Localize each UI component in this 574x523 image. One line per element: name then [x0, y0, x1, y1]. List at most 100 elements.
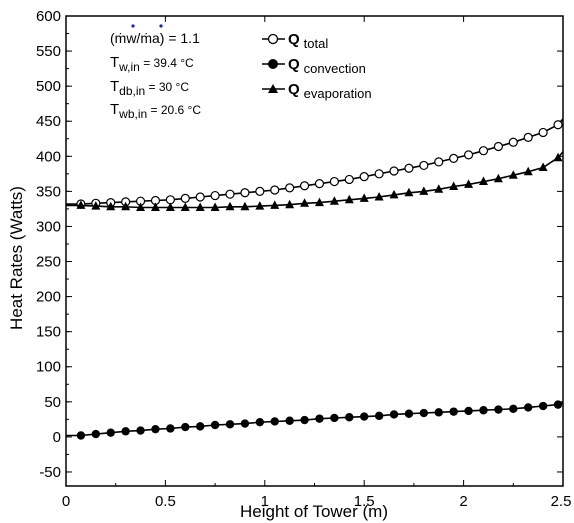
data-point-convection	[136, 426, 145, 435]
data-point-convection	[345, 413, 354, 422]
tdb-in-annotation: Tdb,in = 30 °C	[110, 78, 189, 98]
data-point-convection	[151, 424, 160, 434]
data-point-evaporation	[553, 152, 563, 162]
data-point-convection	[106, 428, 115, 437]
data-point-evaporation	[538, 162, 548, 172]
data-point-evaporation	[359, 193, 369, 202]
data-point-convection	[240, 419, 250, 428]
x-tick-label: 2.5	[551, 493, 572, 510]
y-tick-label: 50	[44, 394, 61, 411]
data-point-convection	[494, 405, 503, 414]
data-point-convection	[76, 431, 86, 440]
data-point-evaporation	[344, 194, 354, 204]
data-point-evaporation	[195, 202, 205, 212]
data-point-evaporation	[121, 201, 131, 211]
data-point-evaporation	[240, 201, 250, 211]
tw-in-annotation: Tw,in = 39.4 °C	[110, 54, 194, 74]
data-point-convection	[449, 407, 458, 416]
data-point-total	[285, 183, 295, 193]
y-tick-label: 200	[36, 289, 61, 306]
data-point-total	[344, 174, 354, 185]
data-point-convection	[434, 408, 443, 417]
data-point-total	[299, 181, 310, 191]
data-point-evaporation	[374, 191, 384, 201]
data-point-evaporation	[329, 196, 339, 205]
data-point-evaporation	[508, 170, 518, 179]
data-point-convection	[255, 417, 265, 427]
data-point-convection	[91, 429, 101, 439]
data-point-convection	[464, 406, 473, 416]
dot-mark	[131, 24, 135, 28]
data-point-evaporation	[225, 201, 235, 211]
y-tick-label: -50	[39, 464, 61, 481]
data-point-convection	[553, 400, 563, 409]
data-point-convection	[300, 415, 309, 425]
data-point-total	[314, 179, 325, 189]
data-point-evaporation	[91, 201, 101, 210]
legend-marker-evaporation	[268, 84, 278, 93]
data-point-evaporation	[449, 181, 459, 190]
data-point-total	[523, 132, 533, 142]
flow-ratio-annotation: (ṁw/ṁa) = 1.1	[110, 30, 200, 46]
data-point-convection	[225, 420, 235, 429]
data-point-evaporation	[493, 173, 503, 183]
data-point-total	[419, 160, 429, 171]
x-tick-label: 2	[459, 493, 467, 510]
data-point-total	[210, 190, 220, 201]
data-point-evaporation	[255, 201, 265, 210]
x-tick-label: 0.5	[155, 493, 176, 510]
data-point-evaporation	[136, 202, 146, 212]
data-point-convection	[330, 413, 339, 423]
data-point-convection	[524, 403, 533, 412]
data-point-total	[195, 192, 205, 202]
twb-in-annotation: Twb,in = 20.6 °C	[110, 101, 201, 121]
data-point-evaporation	[404, 187, 414, 197]
data-point-convection	[210, 420, 220, 430]
data-point-total	[180, 193, 190, 203]
x-tick-label: 0	[62, 493, 70, 510]
data-point-evaporation	[478, 176, 488, 186]
data-point-convection	[538, 401, 548, 411]
data-point-total	[389, 166, 399, 176]
data-point-convection	[315, 414, 324, 423]
series-line-total	[66, 118, 564, 205]
x-tick-label: 1.5	[354, 493, 375, 510]
data-point-evaporation	[285, 199, 295, 209]
flow-ratio-dot-marks	[131, 24, 163, 28]
data-point-total	[374, 169, 384, 179]
data-point-total	[478, 146, 489, 156]
y-tick-label: 400	[36, 148, 61, 165]
series-total	[66, 118, 564, 209]
x-axis-label: Height of Tower (m)	[240, 502, 388, 521]
data-point-convection	[181, 422, 190, 432]
data-point-convection	[270, 417, 279, 426]
data-point-evaporation	[150, 202, 160, 212]
plot-frame	[65, 15, 564, 487]
data-point-evaporation	[210, 202, 220, 212]
legend-marker-total	[267, 33, 279, 45]
y-tick-label: 450	[36, 113, 61, 130]
data-point-convection	[374, 411, 384, 421]
data-point-convection	[389, 410, 399, 419]
y-tick-label: 250	[36, 254, 61, 271]
parameter-annotations: (ṁw/ṁa) = 1.1 Tw,in = 39.4 °C Tdb,in =…	[110, 30, 201, 121]
data-point-convection	[404, 409, 414, 418]
data-point-convection	[285, 416, 294, 425]
data-point-evaporation	[389, 189, 399, 199]
data-point-evaporation	[300, 198, 310, 207]
y-tick-label: 100	[36, 359, 61, 376]
data-point-total	[225, 189, 235, 199]
legend-marker-convection	[268, 59, 278, 69]
data-point-evaporation	[419, 186, 429, 195]
data-point-total	[463, 150, 474, 160]
data-point-total	[255, 186, 265, 196]
data-point-evaporation	[106, 201, 116, 211]
data-point-evaporation	[434, 184, 444, 193]
data-point-convection	[121, 427, 130, 436]
